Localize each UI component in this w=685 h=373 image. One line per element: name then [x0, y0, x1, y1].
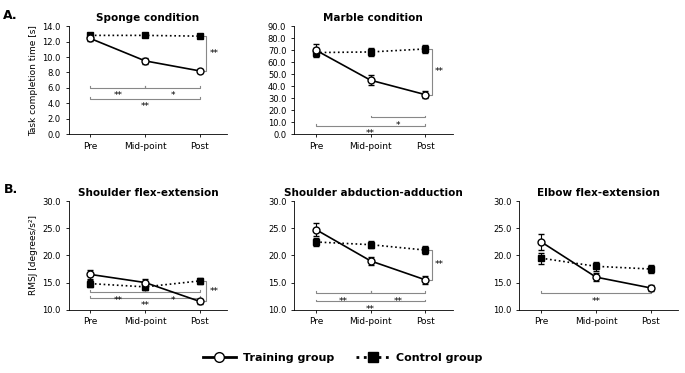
Legend: Training group, Control group: Training group, Control group: [198, 348, 487, 367]
Title: Elbow flex-extension: Elbow flex-extension: [537, 188, 660, 198]
Text: **: **: [435, 67, 444, 76]
Text: **: **: [393, 297, 403, 305]
Text: **: **: [140, 102, 149, 111]
Text: **: **: [113, 295, 122, 304]
Text: **: **: [592, 297, 601, 305]
Title: Shoulder flex-extension: Shoulder flex-extension: [77, 188, 219, 198]
Text: **: **: [140, 301, 149, 310]
Text: **: **: [435, 260, 444, 269]
Text: **: **: [366, 129, 375, 138]
Title: Sponge condition: Sponge condition: [97, 13, 199, 22]
Text: **: **: [366, 305, 375, 314]
Y-axis label: RMSJ [degrees/s²]: RMSJ [degrees/s²]: [29, 216, 38, 295]
Text: **: **: [210, 287, 219, 296]
Text: *: *: [171, 91, 175, 100]
Y-axis label: Task completion time [s]: Task completion time [s]: [29, 25, 38, 136]
Text: **: **: [338, 297, 348, 305]
Text: **: **: [210, 49, 219, 58]
Title: Marble condition: Marble condition: [323, 13, 423, 22]
Text: *: *: [396, 121, 400, 130]
Text: *: *: [171, 295, 175, 304]
Text: **: **: [113, 91, 122, 100]
Text: B.: B.: [3, 183, 18, 196]
Text: A.: A.: [3, 9, 18, 22]
Title: Shoulder abduction-adduction: Shoulder abduction-adduction: [284, 188, 462, 198]
